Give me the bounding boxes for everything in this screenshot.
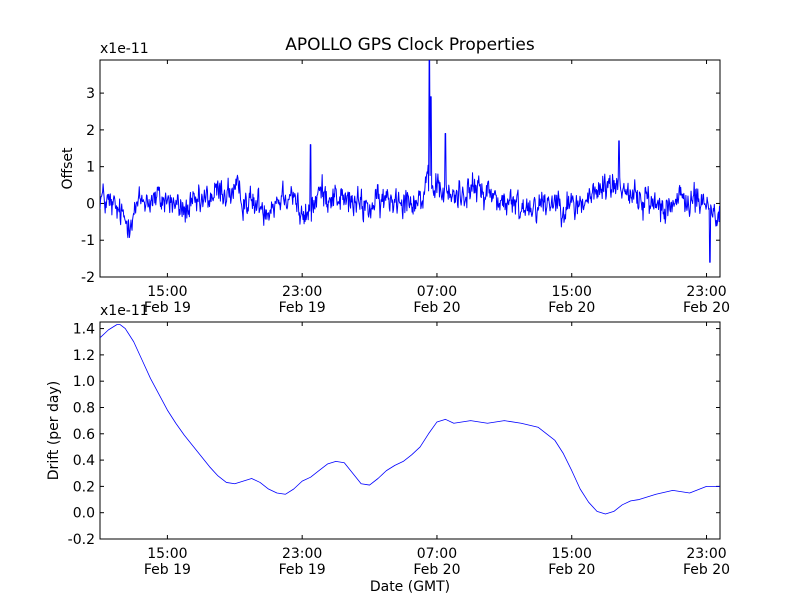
chart-title: APOLLO GPS Clock Properties [285,35,535,55]
drift-ytick-label: 1.2 [73,348,95,364]
drift-xtick-time: 23:00 [686,546,726,562]
drift-xtick-time: 23:00 [282,546,322,562]
offset-xtick-time: 07:00 [417,284,457,300]
drift-series-line [100,324,720,515]
offset-ytick-label: 3 [86,86,95,102]
offset-xtick-time: 23:00 [686,284,726,300]
drift-ytick-label: 0.8 [73,400,95,416]
drift-xtick-time: 07:00 [417,546,457,562]
drift-ylabel: Drift (per day) [46,381,62,480]
drift-xtick-time: 15:00 [147,546,187,562]
drift-xtick-date: Feb 19 [144,562,191,578]
drift-xlabel: Date (GMT) [370,579,450,595]
offset-axes-frame [99,59,721,278]
offset-xtick-date: Feb 19 [144,300,191,316]
offset-series-line [100,60,720,263]
offset-xtick-time: 23:00 [282,284,322,300]
drift-ytick-label: -0.2 [68,532,95,548]
offset-ytick-label: -1 [81,233,95,249]
drift-ytick-label: 0.2 [73,479,95,495]
offset-ytick-label: 1 [86,160,95,176]
offset-xtick-date: Feb 20 [683,300,730,316]
drift-ytick-label: 1.0 [73,374,95,390]
drift-xtick-date: Feb 20 [683,562,730,578]
drift-xtick-date: Feb 19 [279,562,326,578]
offset-xtick-date: Feb 20 [548,300,595,316]
drift-ytick-label: 1.4 [73,322,95,338]
offset-ytick-label: -2 [81,270,95,286]
drift-scale-label: x1e-11 [100,303,149,319]
drift-axes-frame [99,321,721,540]
drift-xtick-date: Feb 20 [548,562,595,578]
offset-ytick-label: 2 [86,123,95,139]
drift-ytick-label: 0.6 [73,427,95,443]
drift-xtick-time: 15:00 [552,546,592,562]
drift-ytick-label: 0.4 [73,453,95,469]
drift-xtick-date: Feb 20 [413,562,460,578]
offset-scale-label: x1e-11 [100,41,149,57]
offset-xtick-date: Feb 19 [279,300,326,316]
drift-ytick-label: 0.0 [73,506,95,522]
offset-xtick-date: Feb 20 [413,300,460,316]
offset-ylabel: Offset [60,147,76,190]
offset-ytick-label: 0 [86,196,95,212]
drift-panel: x1e-11 Drift (per day) Date (GMT) -0.2 0.… [46,303,730,595]
offset-xtick-time: 15:00 [147,284,187,300]
offset-xtick-time: 15:00 [552,284,592,300]
